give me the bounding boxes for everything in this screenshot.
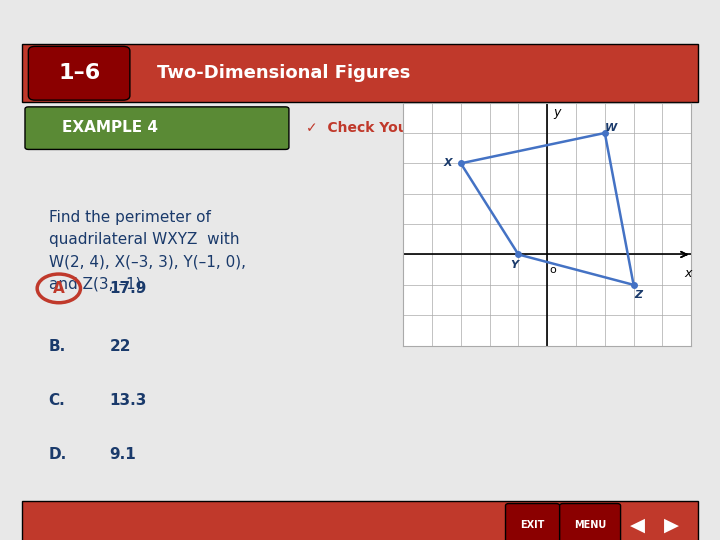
FancyBboxPatch shape: [22, 501, 698, 540]
Text: ✓  Check Your Progress: ✓ Check Your Progress: [306, 121, 489, 135]
Text: ▶: ▶: [664, 516, 679, 535]
Text: 17.9: 17.9: [109, 281, 147, 296]
Text: Y: Y: [510, 260, 518, 270]
FancyBboxPatch shape: [559, 503, 621, 540]
Text: 13.3: 13.3: [109, 393, 147, 408]
Text: C.: C.: [49, 393, 66, 408]
Text: X: X: [444, 158, 452, 168]
Text: EXAMPLE 4: EXAMPLE 4: [62, 120, 158, 136]
Text: MENU: MENU: [574, 520, 606, 530]
Text: A: A: [53, 281, 65, 296]
Text: 9.1: 9.1: [109, 447, 136, 462]
FancyBboxPatch shape: [505, 503, 559, 540]
Text: Two-Dimensional Figures: Two-Dimensional Figures: [157, 64, 410, 82]
Text: Z: Z: [634, 291, 642, 300]
Text: W: W: [604, 124, 617, 133]
Text: 22: 22: [109, 339, 131, 354]
Text: B.: B.: [49, 339, 66, 354]
Text: D.: D.: [49, 447, 67, 462]
FancyBboxPatch shape: [22, 44, 698, 103]
Text: x: x: [685, 267, 692, 280]
Text: EXIT: EXIT: [521, 520, 545, 530]
Text: o: o: [549, 265, 557, 275]
Text: y: y: [553, 106, 560, 119]
Text: ◀: ◀: [630, 516, 645, 535]
Text: 1–6: 1–6: [58, 63, 100, 83]
FancyBboxPatch shape: [28, 46, 130, 100]
Text: Find the perimeter of
quadrilateral WXYZ  with
W(2, 4), X(–3, 3), Y(–1, 0),
and : Find the perimeter of quadrilateral WXYZ…: [49, 210, 246, 292]
FancyBboxPatch shape: [25, 107, 289, 150]
